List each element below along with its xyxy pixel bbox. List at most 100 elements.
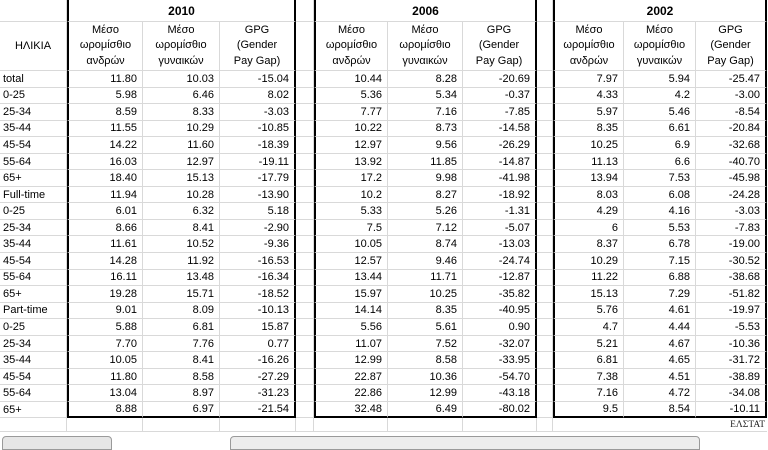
spacer-cell[interactable] (296, 104, 314, 121)
value-cell[interactable]: 5.97 (553, 104, 624, 121)
sheet-tab[interactable] (2, 436, 112, 450)
value-cell[interactable]: 10.03 (143, 71, 220, 88)
spacer-cell[interactable] (296, 0, 314, 22)
value-cell[interactable]: 5.26 (388, 203, 463, 220)
value-cell[interactable]: 9.5 (553, 401, 624, 419)
spacer-cell[interactable] (296, 22, 314, 71)
spacer-cell[interactable] (537, 186, 553, 204)
row-label-cell[interactable]: 0-25 (0, 87, 67, 105)
value-cell[interactable]: -19.11 (220, 153, 296, 171)
spacer-cell[interactable] (296, 401, 314, 419)
value-cell[interactable]: 4.51 (624, 368, 696, 386)
value-cell[interactable]: 9.46 (388, 253, 463, 270)
value-cell[interactable]: 4.61 (624, 302, 696, 320)
value-cell[interactable]: 10.28 (143, 186, 220, 204)
value-cell[interactable]: 5.94 (624, 71, 696, 88)
spacer-cell[interactable] (296, 120, 314, 138)
row-label-cell[interactable]: 45-54 (0, 137, 67, 154)
value-cell[interactable]: 11.71 (388, 269, 463, 287)
value-cell[interactable]: 17.2 (314, 170, 388, 187)
value-cell[interactable]: 8.73 (388, 120, 463, 138)
value-cell[interactable]: -14.58 (463, 120, 537, 138)
value-cell[interactable]: 0.77 (220, 335, 296, 353)
value-cell[interactable]: -80.02 (463, 401, 537, 419)
value-cell[interactable]: 4.7 (553, 319, 624, 336)
spacer-cell[interactable] (537, 253, 553, 270)
value-cell[interactable]: -10.85 (220, 120, 296, 138)
row-label-cell[interactable]: 45-54 (0, 253, 67, 270)
year-header-2006[interactable]: 2006 (314, 0, 537, 22)
value-cell[interactable]: 6 (553, 219, 624, 237)
value-cell[interactable]: 5.61 (388, 319, 463, 336)
value-cell[interactable]: -21.54 (220, 401, 296, 419)
value-cell[interactable]: 10.22 (314, 120, 388, 138)
value-cell[interactable]: -54.70 (463, 368, 537, 386)
value-cell[interactable]: 7.97 (553, 71, 624, 88)
spacer-cell[interactable] (537, 203, 553, 220)
value-cell[interactable]: 7.15 (624, 253, 696, 270)
spacer-cell[interactable] (537, 352, 553, 369)
value-cell[interactable]: -10.11 (696, 401, 767, 419)
spacer-cell[interactable] (537, 269, 553, 287)
value-cell[interactable]: 11.60 (143, 137, 220, 154)
value-cell[interactable]: 32.48 (314, 401, 388, 419)
value-cell[interactable]: 13.04 (67, 385, 143, 402)
value-cell[interactable]: 9.98 (388, 170, 463, 187)
spacer-cell[interactable] (296, 219, 314, 237)
value-cell[interactable]: 11.94 (67, 186, 143, 204)
value-cell[interactable]: -51.82 (696, 286, 767, 303)
column-header-cell[interactable]: Μέσο ωρομίσθιο ανδρών (553, 22, 624, 71)
value-cell[interactable]: 6.01 (67, 203, 143, 220)
value-cell[interactable]: 19.28 (67, 286, 143, 303)
spacer-cell[interactable] (537, 219, 553, 237)
value-cell[interactable]: 10.05 (67, 352, 143, 369)
value-cell[interactable]: -10.13 (220, 302, 296, 320)
value-cell[interactable]: 15.97 (314, 286, 388, 303)
value-cell[interactable]: -19.00 (696, 236, 767, 254)
value-cell[interactable]: -12.87 (463, 269, 537, 287)
value-cell[interactable]: 12.57 (314, 253, 388, 270)
value-cell[interactable]: -9.36 (220, 236, 296, 254)
value-cell[interactable]: 10.52 (143, 236, 220, 254)
spacer-cell[interactable] (537, 286, 553, 303)
value-cell[interactable]: -15.04 (220, 71, 296, 88)
value-cell[interactable]: 0.90 (463, 319, 537, 336)
value-cell[interactable]: 11.55 (67, 120, 143, 138)
value-cell[interactable]: 12.97 (314, 137, 388, 154)
value-cell[interactable]: 5.56 (314, 319, 388, 336)
value-cell[interactable]: 6.78 (624, 236, 696, 254)
value-cell[interactable]: 12.99 (314, 352, 388, 369)
spacer-cell[interactable] (537, 170, 553, 187)
spacer-cell[interactable] (537, 319, 553, 336)
value-cell[interactable]: 13.48 (143, 269, 220, 287)
value-cell[interactable]: 5.46 (624, 104, 696, 121)
row-label-cell[interactable]: 65+ (0, 286, 67, 303)
value-cell[interactable]: -40.95 (463, 302, 537, 320)
spacer-cell[interactable] (537, 385, 553, 402)
value-cell[interactable]: 4.65 (624, 352, 696, 369)
value-cell[interactable]: 7.12 (388, 219, 463, 237)
value-cell[interactable]: 4.67 (624, 335, 696, 353)
spacer-cell[interactable] (296, 335, 314, 353)
row-label-cell[interactable]: 25-34 (0, 104, 67, 121)
value-cell[interactable]: -3.00 (696, 87, 767, 105)
value-cell[interactable]: 6.81 (143, 319, 220, 336)
spacer-cell[interactable] (537, 418, 553, 433)
value-cell[interactable]: -38.68 (696, 269, 767, 287)
value-cell[interactable]: -41.98 (463, 170, 537, 187)
value-cell[interactable]: -0.37 (463, 87, 537, 105)
row-label-cell[interactable]: 0-25 (0, 203, 67, 220)
value-cell[interactable]: -32.68 (696, 137, 767, 154)
value-cell[interactable]: -34.08 (696, 385, 767, 402)
value-cell[interactable]: 22.87 (314, 368, 388, 386)
value-cell[interactable]: -24.74 (463, 253, 537, 270)
value-cell[interactable]: 14.28 (67, 253, 143, 270)
row-label-cell[interactable]: 55-64 (0, 153, 67, 171)
footer-empty-cell[interactable] (143, 418, 220, 433)
value-cell[interactable]: 14.14 (314, 302, 388, 320)
value-cell[interactable]: -1.31 (463, 203, 537, 220)
value-cell[interactable]: 7.29 (624, 286, 696, 303)
value-cell[interactable]: 8.27 (388, 186, 463, 204)
value-cell[interactable]: 6.32 (143, 203, 220, 220)
value-cell[interactable]: 4.33 (553, 87, 624, 105)
